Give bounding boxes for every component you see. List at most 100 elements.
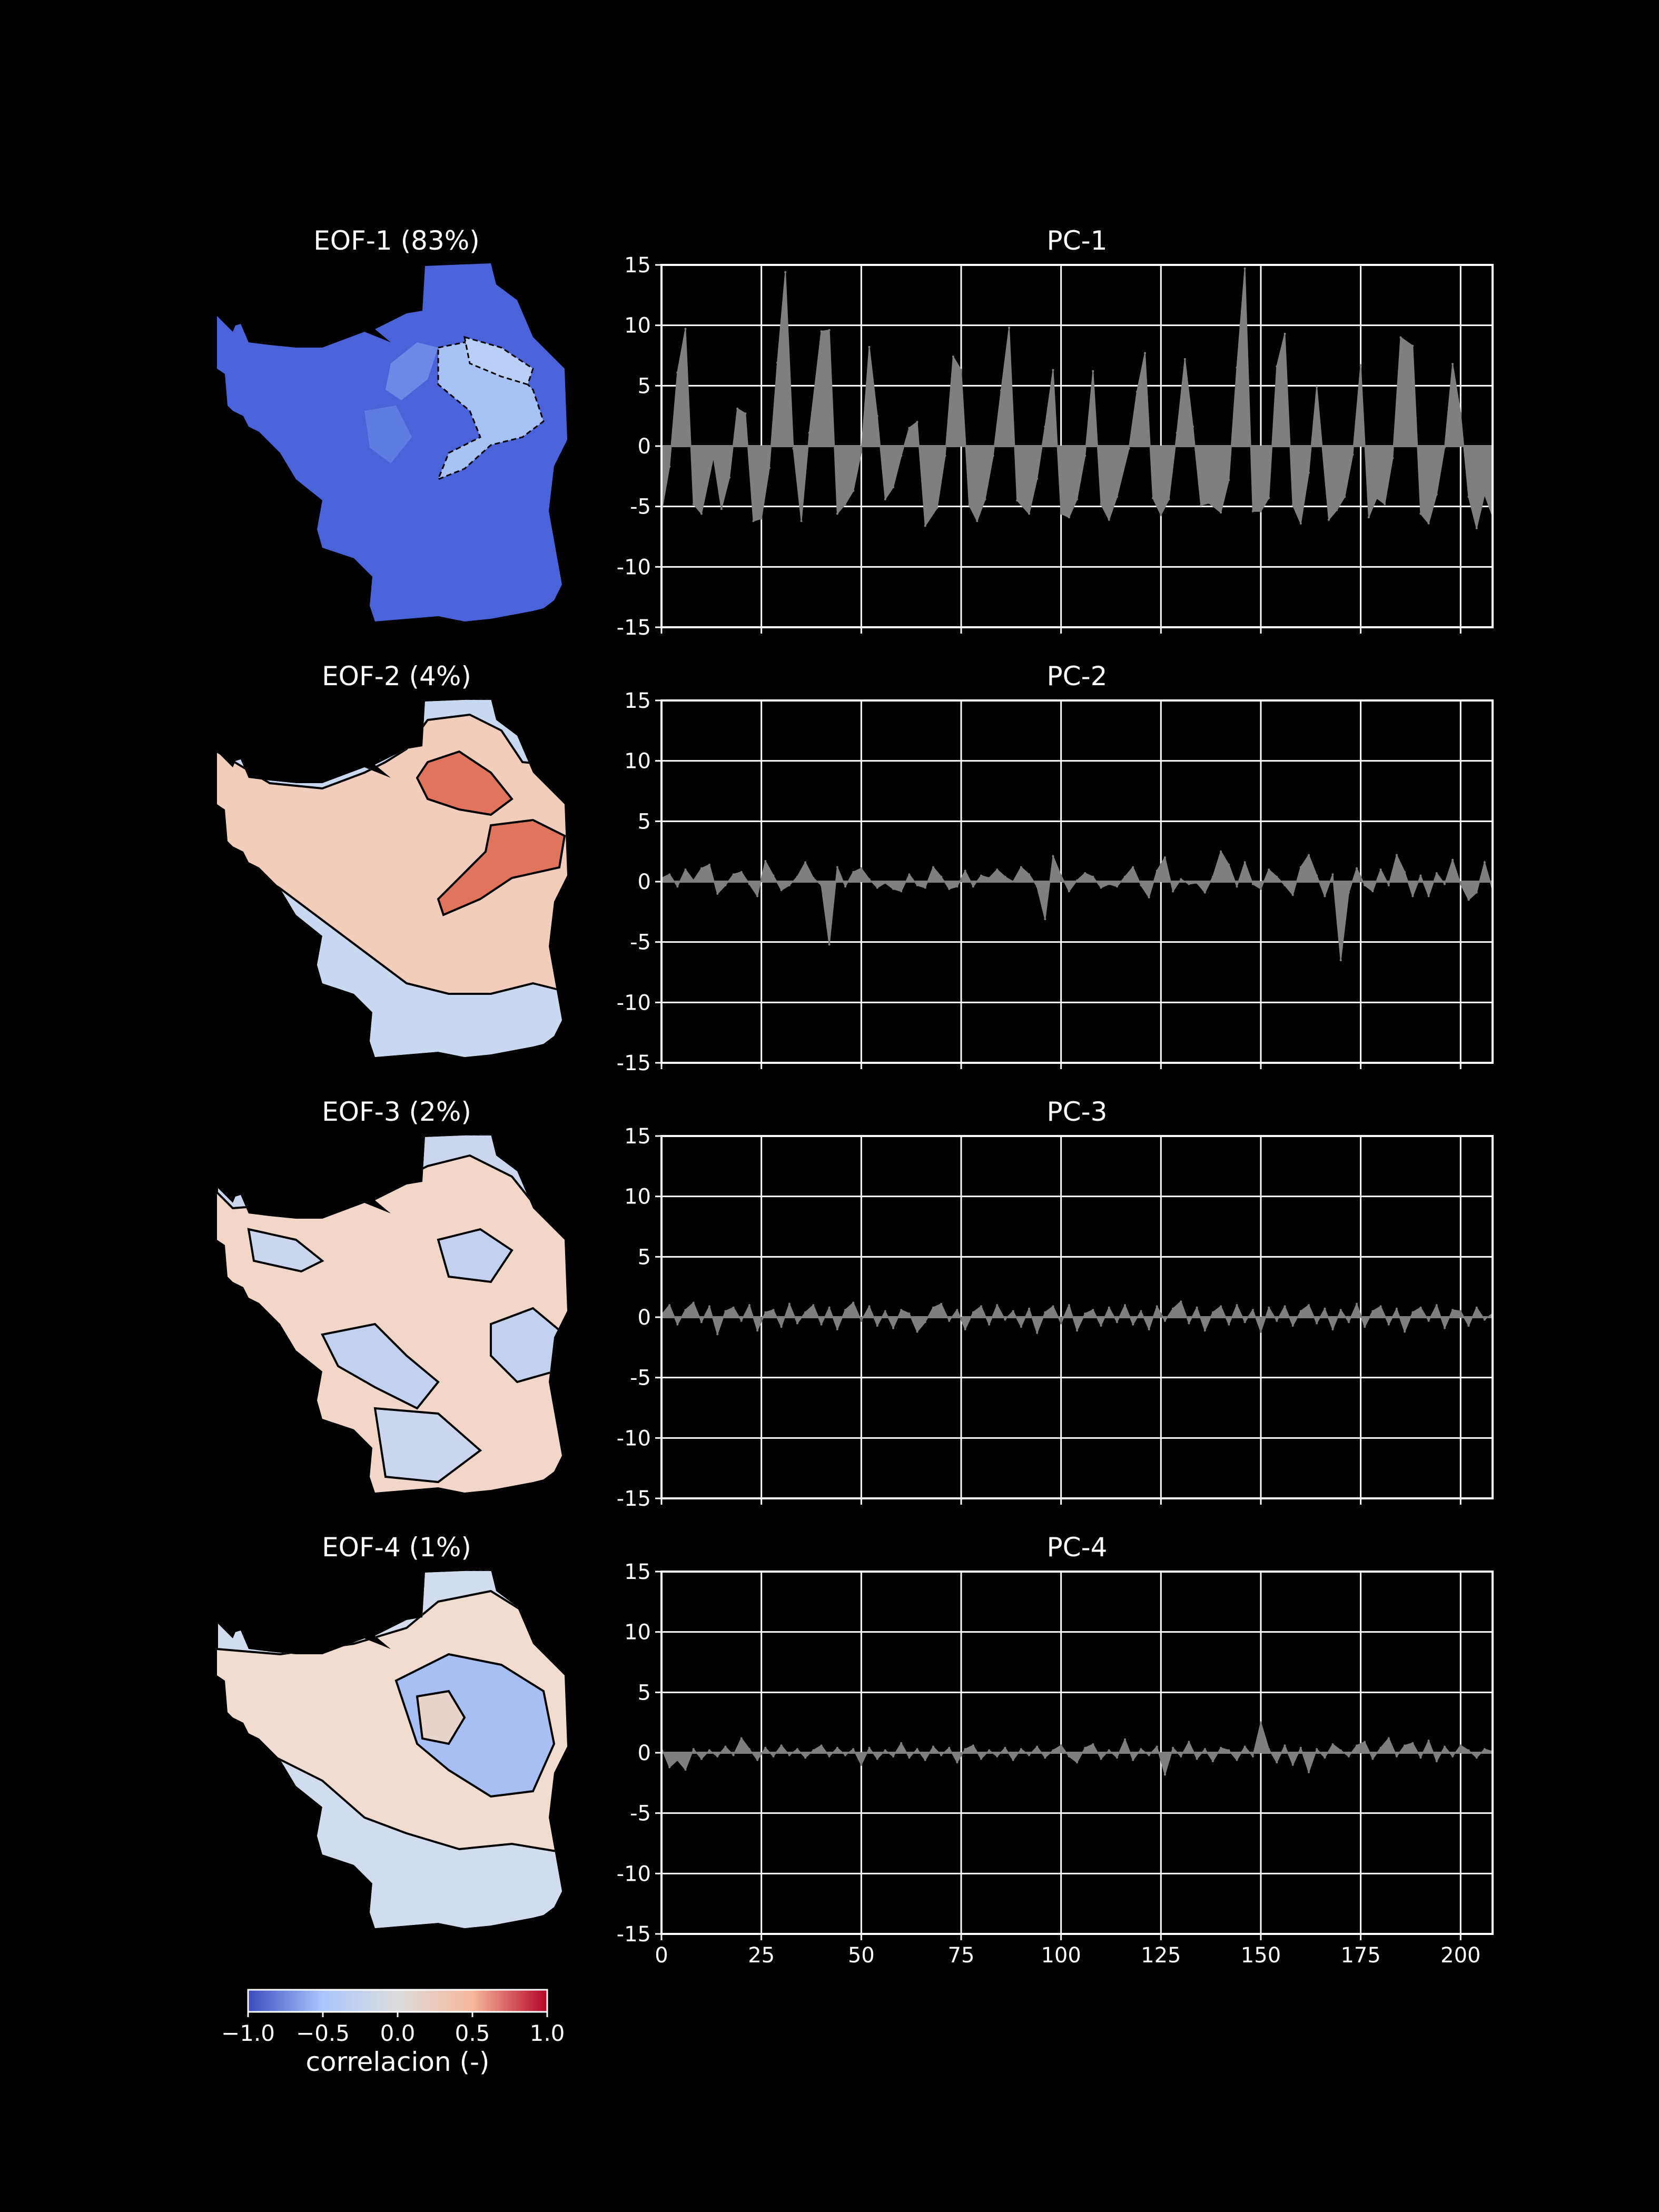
pc-3-data-point <box>1196 1306 1198 1309</box>
pc-3-data-point <box>1036 1331 1039 1334</box>
pc-1-data-point <box>1475 527 1478 529</box>
pc-4-data-point <box>1364 1741 1366 1743</box>
x-tick-label: 100 <box>1041 1943 1081 1968</box>
pc-4-data-point <box>1316 1748 1318 1751</box>
eof-3-blue-patch-4 <box>321 1322 440 1410</box>
pc-2-data-point <box>1243 861 1246 864</box>
y-tick-label: 10 <box>624 1621 651 1645</box>
pc-1-data-point <box>1200 504 1202 507</box>
pc-2-data-point <box>1435 872 1438 874</box>
eof-4-blue-core <box>394 1653 556 1798</box>
pc-3-data-point <box>1467 1325 1470 1327</box>
y-tick-label: -10 <box>617 1862 651 1886</box>
pc-4-data-point <box>1268 1748 1270 1751</box>
pc-3-data-point <box>1132 1323 1134 1326</box>
pc-4-data-point <box>1196 1757 1198 1760</box>
pc-4-data-point <box>1324 1756 1326 1759</box>
pc-1-data-point <box>1220 511 1222 514</box>
pc-4-data-point <box>980 1757 982 1760</box>
pc-1-data-point <box>1291 504 1294 507</box>
pc-4-data-point <box>1395 1755 1398 1757</box>
pc-4-data-point <box>1172 1746 1174 1749</box>
pc-2-panel: PC-2 -15 -10 -5 0 5 10 15 <box>617 661 1494 1075</box>
pc-4-data-point <box>972 1744 974 1747</box>
pc-2-data-point <box>1467 898 1470 901</box>
pc-3-data-point <box>1387 1323 1390 1326</box>
pc-1-data-point <box>1359 364 1362 367</box>
pc-1-data-point <box>1192 426 1194 428</box>
eof-3-blue-patch-2 <box>247 1228 324 1273</box>
pc-2-data-point <box>1163 856 1166 859</box>
pc-4-data-point <box>1124 1738 1126 1741</box>
pc-3-data-point <box>844 1309 846 1311</box>
eof-1-mid-patch <box>386 342 438 400</box>
pc-3-data-point <box>1283 1305 1286 1308</box>
pc-1-data-point <box>1168 498 1170 500</box>
pc-2-data-point <box>1459 883 1462 885</box>
pc-3-data-point <box>1308 1304 1310 1307</box>
pc-3-data-point <box>1347 1321 1350 1324</box>
pc-2-data-point <box>692 879 695 882</box>
y-tick-label: 5 <box>638 1681 651 1705</box>
pc-3-data-point <box>796 1322 798 1325</box>
pc-1-data-point <box>1299 522 1302 525</box>
pc-4-data-point <box>948 1746 951 1749</box>
pc-4-data-point <box>780 1744 783 1747</box>
pc-1-data-point <box>1068 516 1070 519</box>
pc-3-data-point <box>1291 1325 1294 1327</box>
y-tick-label: 10 <box>624 1185 651 1209</box>
pc-1-data-point <box>836 512 838 515</box>
pc-2-data-point <box>1172 890 1174 893</box>
pc-4-data-point <box>1220 1746 1222 1749</box>
pc-1-data-point <box>976 520 979 522</box>
pc-1-data-point <box>960 369 962 371</box>
pc-2-data-point <box>1076 879 1078 882</box>
pc-4-data-point <box>748 1748 750 1751</box>
pc-2-data-point <box>1419 874 1422 877</box>
eof-1-map <box>217 263 567 621</box>
pc-1-data-point <box>808 431 811 434</box>
pc-2-data-point <box>1092 875 1094 878</box>
pc-2-data-point <box>972 885 974 888</box>
pc-1-data-point <box>1000 389 1002 392</box>
pc-3-data-point <box>1379 1305 1382 1308</box>
pc-2-data-point <box>820 884 823 886</box>
pc-2-data-point <box>804 861 807 864</box>
pc-2-data-point <box>900 890 903 893</box>
y-tick-label: 15 <box>624 689 651 713</box>
eof-3-blue-patch-3 <box>437 1228 514 1283</box>
pc-4-data-point <box>924 1759 926 1761</box>
pc-2-data-point <box>1395 854 1398 856</box>
pc-2-data-point <box>892 887 894 890</box>
pc-4-data-point <box>1068 1755 1070 1757</box>
pc-1-data-point <box>768 467 771 469</box>
pc-1-data-point <box>916 421 919 423</box>
pc-2-data-point <box>1260 887 1262 890</box>
pc-4-data-point <box>900 1742 903 1744</box>
pc-4-data-point <box>700 1757 703 1760</box>
pc-2-data-point <box>1411 895 1414 897</box>
pc-4-data-point <box>1483 1748 1486 1751</box>
pc-2-data-point <box>1220 850 1222 853</box>
pc-2-data-point <box>1180 878 1182 881</box>
pc-3-data-point <box>860 1319 863 1322</box>
y-tick-label: -15 <box>617 1922 651 1947</box>
pc-3-data-point <box>828 1306 831 1309</box>
eof-maps: EOF-1 (83%) EOF-2 (4%) EOF-3 (2%) <box>217 225 567 1928</box>
pc-1-data-point <box>1152 497 1154 499</box>
pc-1-data-point <box>1243 267 1246 270</box>
pc-4-data-point <box>1092 1743 1094 1745</box>
pc-3-data-point <box>788 1302 791 1305</box>
pc-1-data-point <box>844 503 846 506</box>
pc-4-data-point <box>1140 1748 1142 1751</box>
pc-2-data-point <box>684 868 687 871</box>
y-tick-label: 15 <box>624 1560 651 1584</box>
pc-2-data-point <box>1228 863 1230 866</box>
pc-1-data-point <box>1036 477 1039 480</box>
eof-2-title: EOF-2 (4%) <box>322 661 471 692</box>
pc-4-data-point <box>756 1759 759 1761</box>
pc-4-data-point <box>1291 1763 1294 1766</box>
pc-4-data-point <box>1411 1742 1414 1744</box>
pc-1-data-point <box>800 520 803 522</box>
pc-2-data-point <box>1211 875 1214 878</box>
